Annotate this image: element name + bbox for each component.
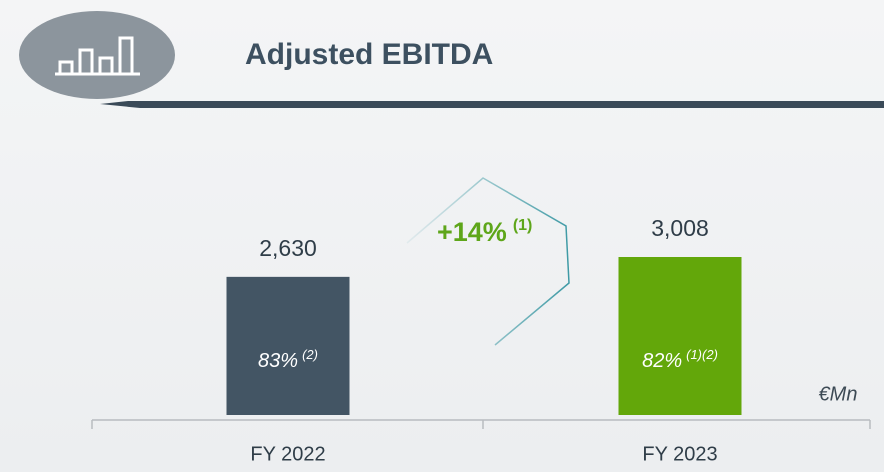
growth-label: +14% (1) (437, 217, 532, 247)
header-rule (100, 101, 884, 108)
unit-label: €Mn (819, 383, 858, 405)
x-tick-label: FY 2023 (642, 443, 717, 465)
chart-title: Adjusted EBITDA (245, 38, 493, 71)
bar (226, 276, 350, 415)
growth-value: +14% (437, 217, 507, 247)
value-label: 2,630 (259, 235, 317, 261)
growth-note: (1) (513, 217, 533, 234)
inner-label: 83% (2) (258, 347, 318, 372)
inner-label-note: (2) (302, 347, 318, 362)
growth-shape (406, 177, 570, 346)
bar (618, 257, 742, 415)
inner-label: 82% (1)(2) (642, 347, 718, 372)
icon-badge (19, 11, 175, 99)
x-tick-label: FY 2022 (250, 443, 325, 465)
axis-ticks (91, 420, 871, 429)
inner-label-text: 82% (642, 350, 682, 372)
inner-label-text: 83% (258, 350, 298, 372)
value-label: 3,008 (651, 215, 709, 241)
inner-label-note: (1)(2) (686, 347, 718, 362)
chart-icon (55, 36, 140, 76)
